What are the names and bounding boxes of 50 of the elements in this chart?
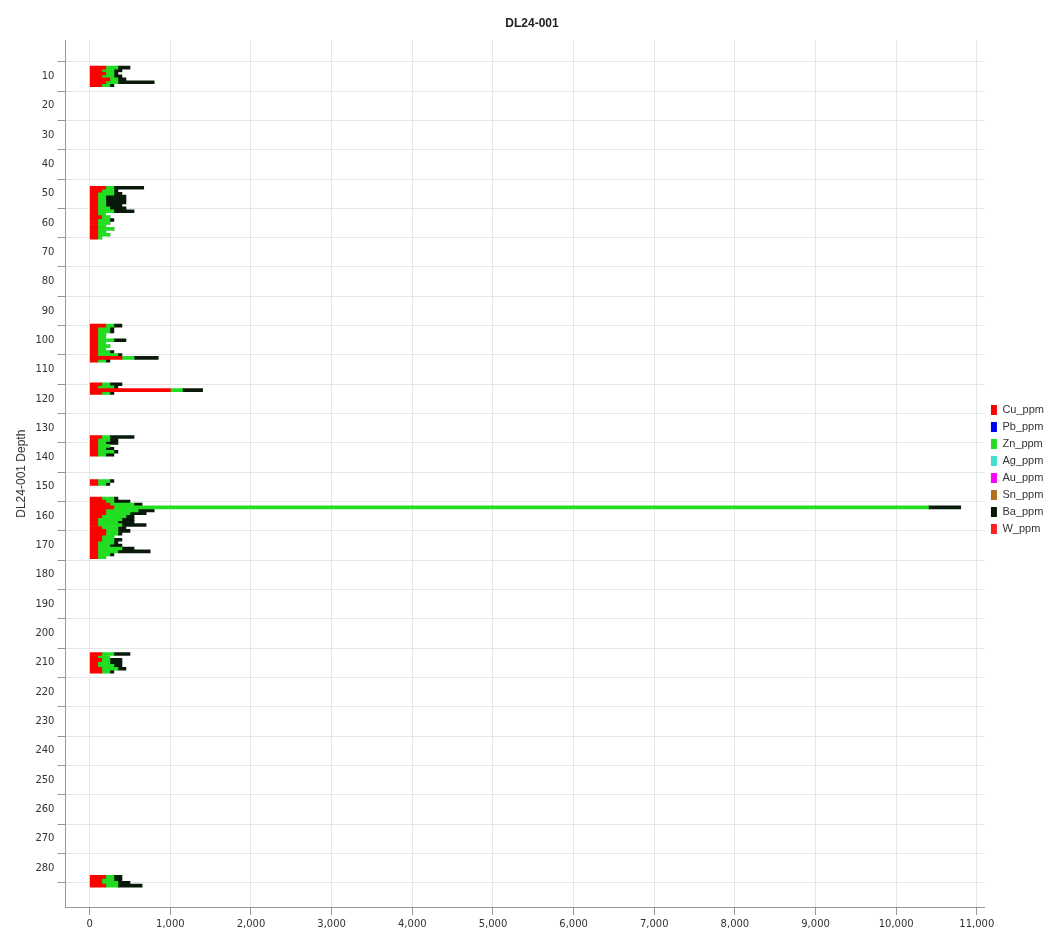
y-tick-label: 170 xyxy=(35,539,55,551)
x-tick-label: 4,000 xyxy=(397,917,427,929)
x-tick-label: 10,000 xyxy=(878,917,914,929)
x-tick-label: 7,000 xyxy=(639,917,669,929)
legend-label: Ag_ppm xyxy=(1002,454,1044,467)
y-tick-label: 280 xyxy=(35,861,55,873)
y-tick-label: 180 xyxy=(35,568,55,580)
y-tick-label: 90 xyxy=(41,304,55,316)
y-tick-label: 200 xyxy=(35,627,55,639)
x-tick-label: 9,000 xyxy=(801,917,830,929)
y-tick-label: 120 xyxy=(35,392,55,404)
y-tick-label: 40 xyxy=(41,157,55,169)
y-tick-label: 110 xyxy=(35,363,55,375)
y-axis-title: DL24-001 Depth xyxy=(13,429,28,518)
y-tick-label: 60 xyxy=(41,216,55,228)
y-tick-label: 260 xyxy=(35,803,55,815)
legend-label: Au_ppm xyxy=(1002,471,1044,484)
y-tick-label: 250 xyxy=(35,773,55,785)
y-tick-label: 100 xyxy=(35,333,55,345)
y-tick-label: 240 xyxy=(35,744,55,756)
legend-label: Cu_ppm xyxy=(1002,403,1044,416)
y-tick-label: 130 xyxy=(35,421,55,433)
legend-label: Pb_ppm xyxy=(1002,420,1044,433)
y-tick-label: 10 xyxy=(41,69,55,81)
y-tick-label: 210 xyxy=(35,656,55,668)
y-tick-label: 230 xyxy=(35,715,55,727)
y-tick-label: 160 xyxy=(35,509,55,521)
y-tick-label: 140 xyxy=(35,451,55,463)
y-tick-label: 70 xyxy=(41,245,55,257)
x-tick-label: 1,000 xyxy=(156,917,185,929)
x-tick-label: 3,000 xyxy=(317,917,346,929)
y-tick-label: 30 xyxy=(41,128,55,140)
x-tick-label: 5,000 xyxy=(478,917,508,929)
legend-label: Zn_ppm xyxy=(1002,437,1043,450)
y-tick-label: 20 xyxy=(41,99,55,111)
legend-label: Sn_ppm xyxy=(1002,488,1044,501)
legend-label: Ba_ppm xyxy=(1002,505,1044,518)
y-tick-label: 270 xyxy=(35,832,55,844)
y-tick-label: 150 xyxy=(35,480,55,492)
x-tick-label: 8,000 xyxy=(720,917,750,929)
y-tick-label: 80 xyxy=(41,275,55,287)
chart-title: DL24-001 xyxy=(505,15,559,30)
y-tick-label: 190 xyxy=(35,597,55,609)
x-tick-label: 0 xyxy=(86,917,93,929)
y-tick-label: 50 xyxy=(41,187,55,199)
y-tick-label: 220 xyxy=(35,685,55,697)
x-tick-label: 2,000 xyxy=(236,917,266,929)
x-tick-label: 6,000 xyxy=(559,917,588,929)
x-tick-label: 11,000 xyxy=(959,917,995,929)
legend-label: W_ppm xyxy=(1002,522,1041,535)
